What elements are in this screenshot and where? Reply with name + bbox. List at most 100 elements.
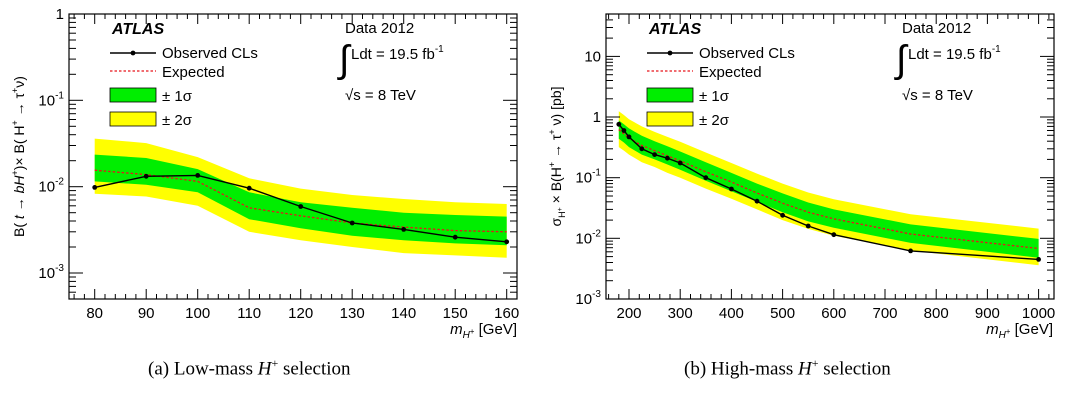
y-tick-label: 10	[584, 48, 601, 65]
integral-sign: ∫	[337, 39, 352, 81]
observed-point	[703, 175, 709, 181]
x-tick-label: 90	[138, 305, 155, 322]
x-tick-label: 800	[924, 305, 949, 322]
annotation-luminosity: Ldt = 19.5 fb-1	[351, 44, 444, 63]
caption-text: High-mass	[710, 358, 794, 380]
legend-band2-label: ± 2σ	[162, 112, 193, 129]
x-tick-label: 200	[616, 305, 641, 322]
legend-observed-marker	[130, 50, 136, 56]
x-tick-label: 130	[340, 305, 365, 322]
x-tick-label: 600	[821, 305, 846, 322]
x-tick-label: 500	[770, 305, 795, 322]
observed-point	[195, 173, 201, 178]
atlas-label: ATLAS	[111, 21, 164, 38]
legend-observed-marker	[667, 50, 673, 56]
y-tick-label: 1	[56, 6, 64, 23]
x-tick-label: 900	[975, 305, 1000, 322]
y-axis-title-group: σH+ × B(H+ → τ+ ν) [pb]	[547, 87, 567, 227]
caption-high-mass: (b) High-mass H+ selection	[684, 356, 891, 380]
y-axis-title: σH+ × B(H+ → τ+ ν) [pb]	[547, 87, 567, 227]
observed-point	[349, 220, 355, 226]
caption-sup: +	[271, 356, 279, 370]
atlas-label: ATLAS	[648, 21, 701, 38]
y-tick-label: 10-3	[38, 263, 64, 282]
caption-label: (b)	[684, 358, 707, 380]
legend-band2-label: ± 2σ	[699, 112, 730, 129]
legend-band2-swatch	[109, 111, 157, 127]
caption-low-mass: (a) Low-mass H+ selection	[148, 356, 351, 380]
y-tick-label: 10-3	[575, 289, 601, 308]
legend-observed-label: Observed CLs	[162, 45, 258, 62]
caption-text: Low-mass	[173, 358, 253, 380]
x-axis-title: mH+ [GeV]	[986, 321, 1053, 340]
y-tick-label: 10-1	[575, 168, 601, 187]
observed-point	[729, 186, 734, 192]
integral-sign: ∫	[894, 39, 909, 81]
annotation-luminosity: Ldt = 19.5 fb-1	[908, 44, 1001, 63]
x-axis-title: mH+ [GeV]	[450, 321, 517, 340]
y-tick-label: 10-1	[38, 90, 64, 109]
y-tick-label: 1	[593, 109, 601, 126]
caption-label: (a)	[148, 358, 170, 380]
caption-tail: selection	[823, 358, 891, 380]
observed-point	[452, 234, 458, 240]
observed-point	[626, 134, 632, 140]
x-tick-label: 100	[185, 305, 210, 322]
caption-sup: +	[811, 356, 819, 370]
x-tick-label: 300	[668, 305, 693, 322]
x-tick-label: 120	[288, 305, 313, 322]
y-tick-label: 10-2	[575, 228, 601, 247]
band-1sigma	[618, 120, 1039, 258]
observed-point	[616, 121, 622, 127]
observed-point	[831, 232, 837, 238]
caption-symbol: H	[257, 358, 272, 380]
observed-point	[246, 185, 252, 191]
caption-symbol: H	[797, 358, 812, 380]
observed-point	[1036, 257, 1041, 262]
observed-point	[401, 227, 407, 232]
plot-frame	[68, 13, 518, 300]
y-axis-title: B( t → bH+)× B( H+ → τ+ν)	[10, 76, 27, 237]
x-tick-label: 160	[494, 305, 519, 322]
panel-high-mass: 200 300 400 500 600 700 800 900 1000 10 1 10-1 10-2 1…	[547, 13, 1055, 340]
x-tick-label: 110	[237, 305, 261, 322]
observed-point	[298, 204, 304, 209]
legend-band1-swatch	[109, 87, 157, 103]
panel-low-mass: 80 90 100 110 120 130 140 150 160 1 10-1 10-2 10-3 mH…	[10, 6, 519, 340]
legend-band1-label: ± 1σ	[699, 88, 730, 105]
x-tick-label: 1000	[1022, 305, 1055, 322]
observed-point	[92, 185, 98, 190]
figure: 80 90 100 110 120 130 140 150 160110-110-210-3mH…	[10, 6, 1055, 340]
legend-band1-label: ± 1σ	[162, 88, 193, 105]
observed-point	[652, 152, 657, 158]
observed-point	[780, 212, 785, 218]
legend-observed-label: Observed CLs	[699, 45, 795, 62]
expected-line	[94, 169, 507, 233]
y-axis-title-group: B( t → bH+)× B( H+ → τ+ν)	[10, 76, 27, 237]
x-tick-label: 400	[719, 305, 744, 322]
observed-point	[665, 155, 670, 161]
caption-tail: selection	[283, 358, 351, 380]
annotation-data-year: Data 2012	[345, 20, 414, 37]
observed-point	[621, 128, 627, 133]
annotation-energy: √s = 8 TeV	[345, 87, 416, 104]
annotation-data-year: Data 2012	[902, 20, 971, 37]
band-2sigma	[618, 111, 1039, 266]
observed-point	[143, 173, 149, 179]
observed-point	[754, 198, 760, 204]
plot-frame	[605, 13, 1055, 300]
observed-point	[908, 248, 913, 254]
legend-band1-swatch	[646, 87, 694, 103]
y-tick-label: 10-2	[38, 177, 64, 196]
observed-point	[677, 160, 683, 166]
observed-point	[805, 223, 811, 229]
legend-band2-swatch	[646, 111, 694, 127]
x-tick-label: 80	[86, 305, 103, 322]
legend-expected-label: Expected	[162, 64, 225, 81]
x-tick-label: 140	[391, 305, 416, 322]
x-tick-label: 700	[872, 305, 897, 322]
observed-point	[639, 146, 645, 152]
observed-point	[504, 239, 510, 245]
legend-expected-label: Expected	[699, 64, 762, 81]
annotation-energy: √s = 8 TeV	[902, 87, 973, 104]
